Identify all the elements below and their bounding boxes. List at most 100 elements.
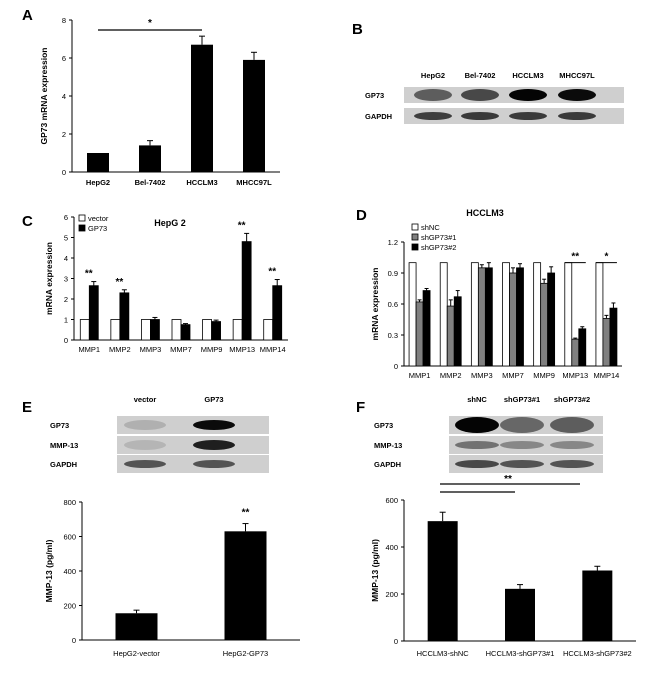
bar-a — [191, 44, 213, 173]
significance-mark-c: ** — [238, 220, 246, 231]
y-tick-label-f: 600 — [385, 496, 398, 505]
blot-row-label-f: MMP-13 — [374, 441, 402, 450]
blot-band-f — [550, 417, 594, 433]
bar-e — [224, 531, 267, 640]
bar-d — [571, 338, 580, 367]
bar-c-gp73 — [211, 321, 221, 341]
y-tick-label-e: 400 — [63, 567, 76, 576]
blot-lane-label-b: HepG2 — [421, 71, 445, 80]
y-tick-label-a: 4 — [62, 92, 66, 101]
y-tick-label-c: 2 — [64, 295, 68, 304]
legend-swatch-d — [411, 243, 419, 251]
bar-c-gp73 — [241, 241, 252, 341]
legend-swatch-c — [78, 224, 86, 232]
blot-band-f — [500, 417, 544, 433]
category-label-e: HepG2-vector — [113, 649, 160, 658]
blot-band-b — [414, 89, 452, 101]
category-label-d: MMP7 — [502, 371, 524, 380]
bar-d — [540, 282, 549, 367]
y-tick-label-e: 200 — [63, 602, 76, 611]
bar-d — [422, 290, 431, 367]
blot-band-b — [558, 89, 596, 101]
bar-d — [477, 267, 486, 367]
significance-mark-a: * — [148, 18, 152, 29]
y-tick-label-a: 6 — [62, 54, 66, 63]
bar-d — [415, 301, 424, 367]
blot-lane-label-e: GP73 — [204, 395, 223, 404]
blot-band-f — [500, 460, 544, 468]
category-label-d: MMP13 — [562, 371, 588, 380]
y-axis-label-c: mRNA expression — [44, 242, 54, 315]
category-label-c: MMP2 — [109, 345, 131, 354]
y-tick-label-c: 3 — [64, 275, 68, 284]
bar-d — [609, 307, 618, 367]
bar-d — [602, 318, 611, 367]
legend-label-c: GP73 — [88, 224, 107, 233]
bar-d — [509, 272, 517, 367]
bar-c-vector — [171, 319, 182, 341]
bar-d — [484, 267, 493, 367]
category-label-d: MMP2 — [440, 371, 462, 380]
category-label-c: MMP7 — [170, 345, 192, 354]
blot-band-e — [193, 420, 235, 430]
panel-label-f: F — [356, 399, 365, 416]
y-tick-label-e: 600 — [63, 533, 76, 542]
y-tick-label-a: 0 — [62, 168, 66, 177]
significance-mark-d: * — [604, 252, 608, 263]
bar-c-gp73 — [150, 319, 160, 341]
blot-band-e — [193, 440, 235, 450]
category-label-f: HCCLM3-shGP73#2 — [563, 649, 632, 658]
bar-c-vector — [141, 319, 151, 341]
legend-label-d: shGP73#2 — [421, 243, 456, 252]
bar-d — [502, 262, 510, 367]
category-label-d: MMP14 — [594, 371, 620, 380]
significance-mark-c: ** — [115, 277, 123, 288]
bar-c-gp73 — [180, 324, 191, 341]
blot-lane-label-b: HCCLM3 — [512, 71, 543, 80]
bar-c-gp73 — [88, 285, 99, 341]
y-tick-label-c: 0 — [64, 336, 68, 345]
y-tick-label-f: 400 — [385, 543, 398, 552]
blot-band-b — [558, 112, 596, 120]
legend-swatch-d — [411, 233, 419, 241]
y-tick-label-d: 0.9 — [388, 269, 398, 278]
chart-title-d: HCCLM3 — [466, 208, 504, 218]
significance-mark-c: ** — [268, 267, 276, 278]
bar-d — [516, 267, 524, 367]
blot-band-e — [193, 460, 235, 468]
bar-d — [564, 262, 573, 367]
y-tick-label-d: 0 — [394, 362, 398, 371]
bar-d — [408, 262, 417, 367]
bar-c-vector — [79, 319, 90, 341]
bar-e — [115, 613, 158, 640]
bar-d — [595, 262, 604, 367]
panel-label-e: E — [22, 399, 32, 416]
y-tick-label-f: 200 — [385, 590, 398, 599]
category-label-f: HCCLM3-shNC — [417, 649, 470, 658]
blot-row-label-e: GP73 — [50, 421, 69, 430]
y-tick-label-e: 0 — [72, 636, 76, 645]
category-label-d: MMP3 — [471, 371, 493, 380]
blot-band-b — [509, 89, 547, 101]
significance-mark-f: ** — [504, 474, 512, 485]
blot-lane-label-b: MHCC97L — [559, 71, 595, 80]
bar-f — [582, 570, 613, 641]
y-axis-label-e: MMP-13 (pg/ml) — [44, 539, 54, 602]
significance-mark-e: ** — [242, 508, 250, 519]
blot-band-f — [455, 417, 499, 433]
y-axis-label-f: MMP-13 (pg/ml) — [370, 539, 380, 602]
blot-band-b — [509, 112, 547, 120]
bar-d — [439, 262, 448, 367]
y-tick-label-a: 2 — [62, 130, 66, 139]
blot-lane-label-b: Bel-7402 — [465, 71, 496, 80]
category-label-c: MMP3 — [140, 345, 162, 354]
bar-c-vector — [232, 319, 243, 341]
blot-row-label-e: MMP-13 — [50, 441, 78, 450]
y-tick-label-d: 1.2 — [388, 238, 398, 247]
significance-mark-d: ** — [571, 252, 579, 263]
blot-band-e — [124, 440, 166, 450]
y-tick-label-c: 5 — [64, 234, 68, 243]
blot-strip-f — [449, 436, 603, 454]
legend-swatch-d — [411, 223, 419, 231]
